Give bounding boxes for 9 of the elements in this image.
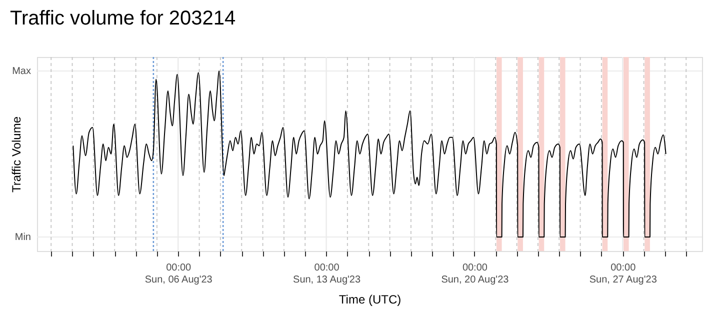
y-axis-title: Traffic Volume (10, 116, 24, 193)
text: Min (14, 232, 31, 243)
x-tick-label: 00:00 Sun, 13 Aug'23 (293, 262, 361, 286)
x-axis-title: Time (UTC) (338, 292, 402, 306)
chart-title: Traffic volume for 203214 (10, 7, 236, 30)
x-tick-label: 00:00 Sun, 27 Aug'23 (589, 262, 658, 286)
x-tick-label: 00:00 Sun, 20 Aug'23 (441, 262, 510, 286)
x-tick-label: 00:00 Sun, 06 Aug'23 (144, 262, 213, 286)
text: Max (12, 66, 31, 77)
